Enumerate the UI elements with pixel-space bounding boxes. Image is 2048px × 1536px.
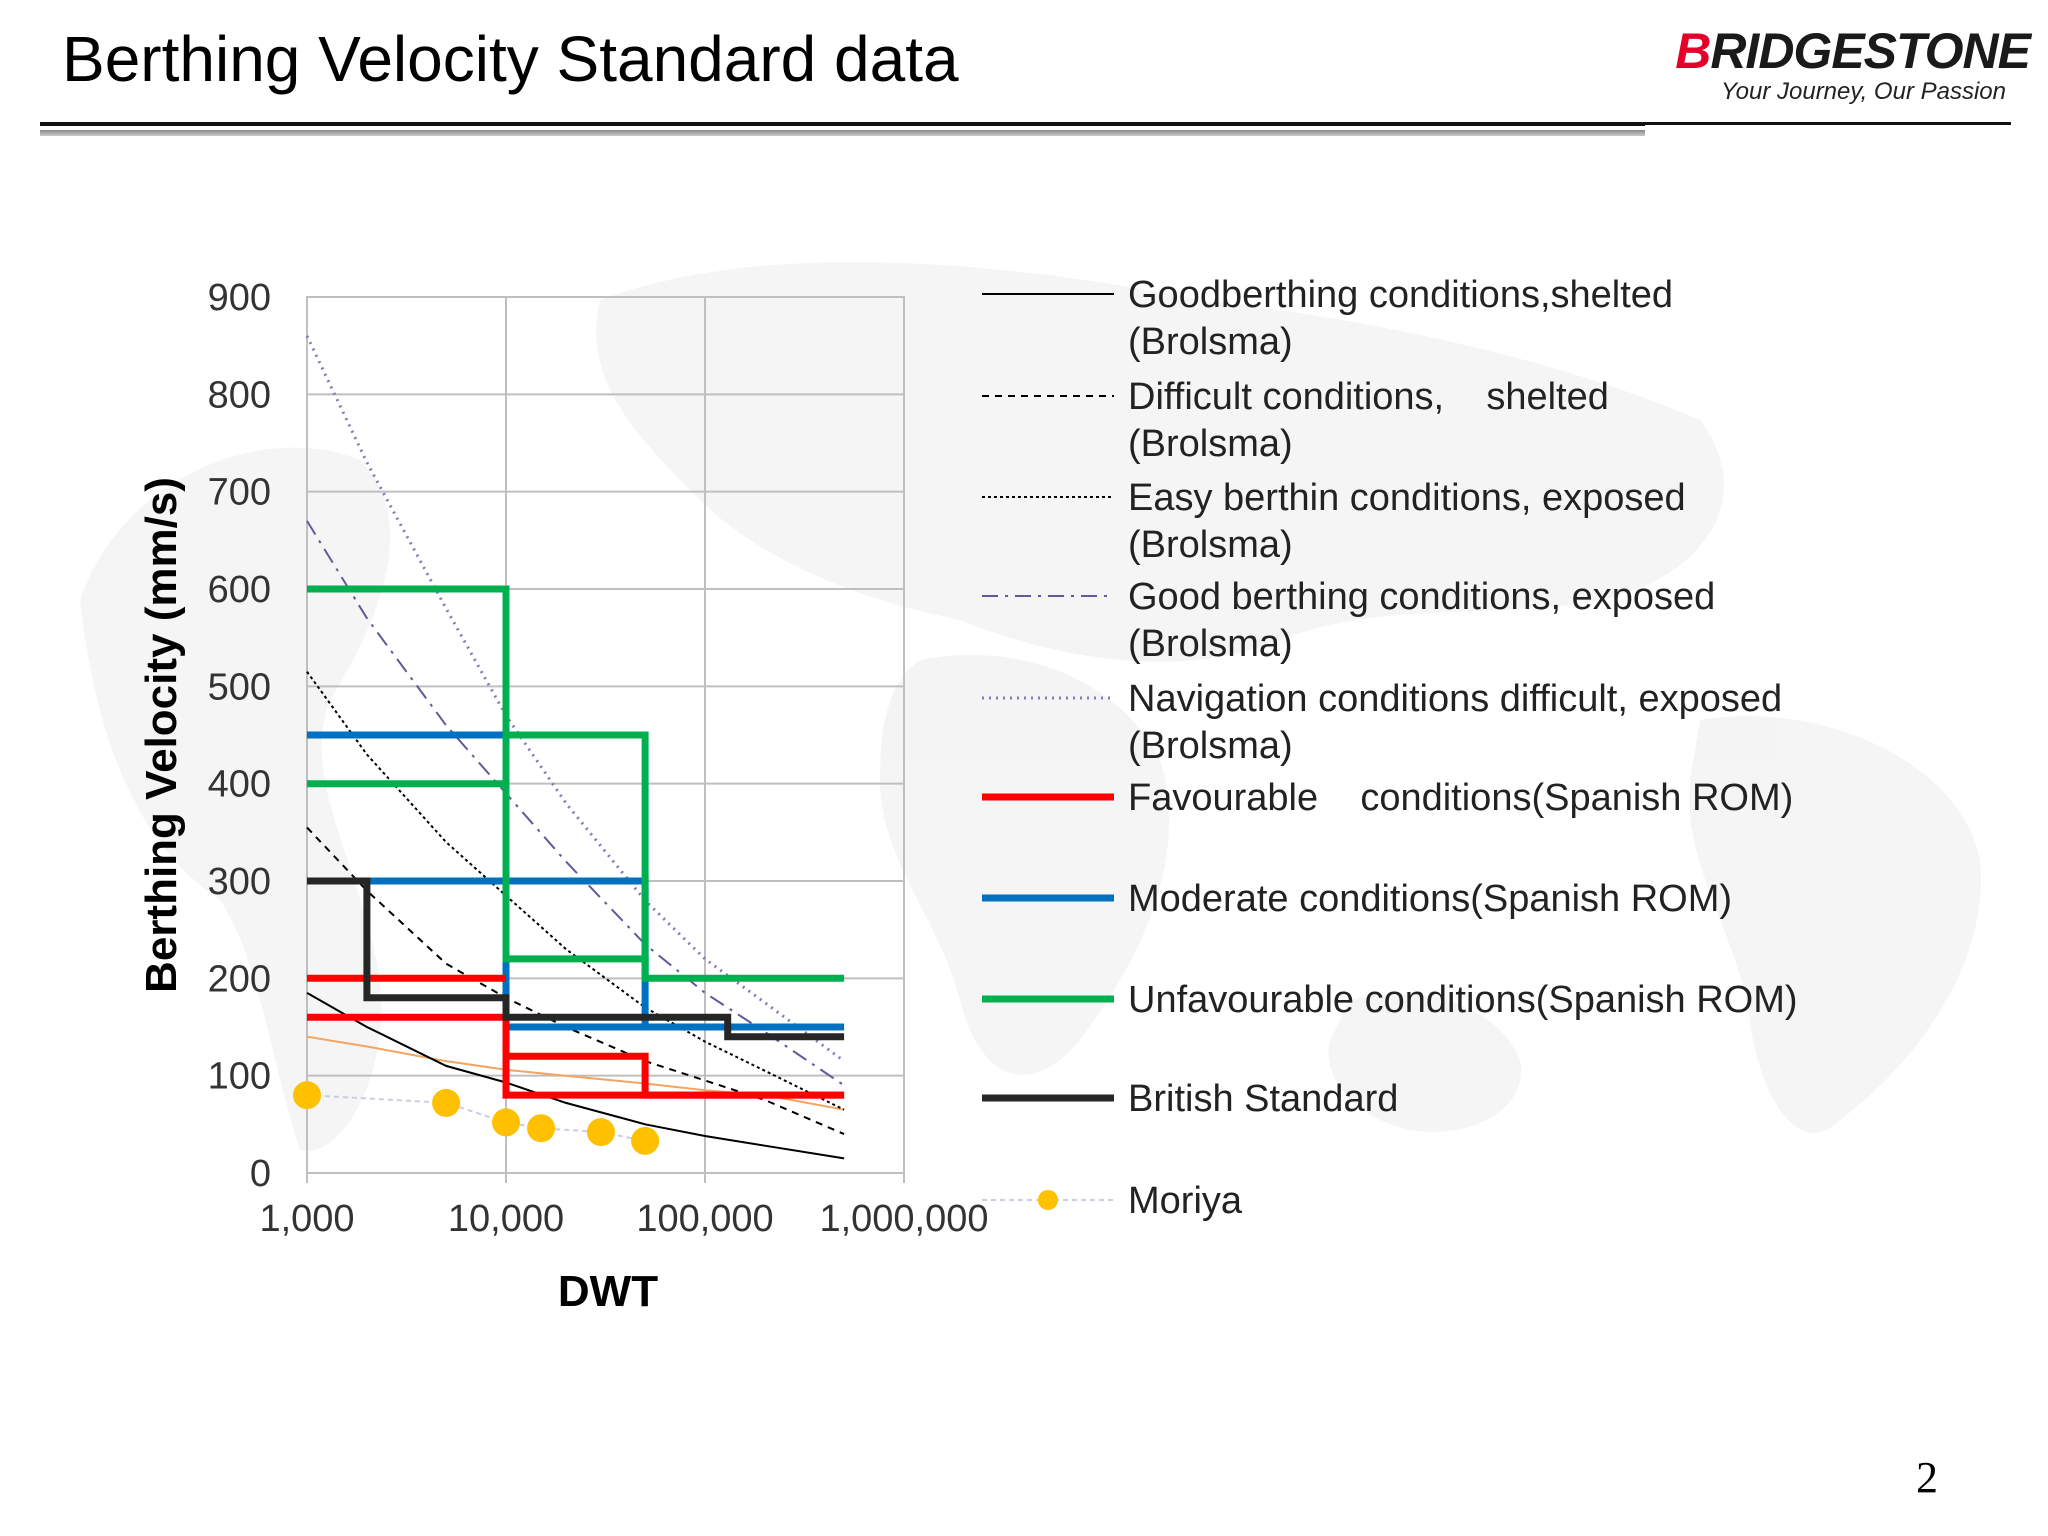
reference-line-0 <box>306 1035 845 1111</box>
logo-divider <box>1645 122 2011 125</box>
y-tick-label: 700 <box>208 472 271 514</box>
logo-tagline: Your Journey, Our Passion <box>1720 78 2006 105</box>
map-africa <box>880 654 1169 1075</box>
series-layer <box>293 335 845 1160</box>
y-tick-label: 200 <box>208 958 271 1000</box>
bridgestone-logo: BRIDGESTONE Your Journey, Our Passion <box>1660 22 2031 112</box>
series-0-line <box>306 992 845 1160</box>
series-7-segment-0 <box>307 585 845 982</box>
series-9-point <box>432 1088 461 1117</box>
series-7-segment-2 <box>506 731 649 979</box>
legend-label-9: Moriya <box>1128 1180 1243 1222</box>
y-tick-label: 100 <box>208 1056 271 1098</box>
y-tick-label: 400 <box>208 764 271 806</box>
series-5-segment-2 <box>502 1017 845 1099</box>
world-map-background <box>80 262 1981 1151</box>
logo-wordmark-rest: RIDGESTONE <box>1710 23 2031 79</box>
legend-label-6: Moderate conditions(Spanish ROM) <box>1128 878 1732 920</box>
series-9-point <box>492 1108 520 1137</box>
x-tick-label: 1,000,000 <box>819 1198 988 1240</box>
series-9-point <box>586 1118 615 1147</box>
y-tick-label: 800 <box>208 374 271 416</box>
y-tick-labels: 0 100 200 300 400 500 600 700 800 900 <box>208 277 271 1195</box>
legend-label-2: Easy berthin conditions, exposed (Brolsma… <box>1128 477 1686 566</box>
logo-b-letter: B <box>1675 23 1711 79</box>
y-tick-label: 600 <box>208 569 271 611</box>
y-axis-label: Berthing Velocity (mm/s) <box>137 477 186 993</box>
series-3-line <box>306 520 845 1087</box>
legend-label-0: Goodberthing conditions,shelted (Brolsma) <box>1128 274 1673 363</box>
map-south-america <box>1688 716 1981 1133</box>
legend-label-7: Unfavourable conditions(Spanish ROM) <box>1128 979 1798 1021</box>
map-oceania <box>1328 993 1522 1132</box>
chart-legend: Goodberthing conditions,shelted (Brolsma)… <box>982 274 1798 1222</box>
y-tick-label: 500 <box>208 666 271 708</box>
y-tick-label: 300 <box>208 861 271 903</box>
series-2-line <box>306 671 845 1111</box>
legend-label-1: Difficult conditions, shelted (Brolsma) <box>1128 376 1619 465</box>
x-tick-labels: 1,000 10,000 100,000 1,000,000 <box>259 1198 988 1240</box>
title-divider-shadow <box>40 130 1645 136</box>
legend-label-5: Favourable conditions(Spanish ROM) <box>1128 777 1793 819</box>
legend-label-4: Navigation conditions difficult, exposed… <box>1128 678 1782 767</box>
logo-wordmark: BRIDGESTONE <box>1675 22 2031 80</box>
series-9-point <box>527 1114 556 1143</box>
legend-label-3: Good berthing conditions, exposed (Brolsm… <box>1128 576 1715 665</box>
series-9-line <box>306 1094 646 1142</box>
title-divider <box>40 122 1645 126</box>
slide-title: Berthing Velocity Standard data <box>62 23 959 95</box>
legend-label-8: British Standard <box>1128 1078 1398 1120</box>
series-8-segment-0 <box>307 877 845 1041</box>
plot-area: 0 100 200 300 400 500 600 700 800 900 1,000 10,000… <box>137 277 989 1316</box>
y-tick-label: 900 <box>208 277 271 319</box>
series-9-point <box>293 1081 321 1110</box>
legend-marker-9 <box>1038 1190 1058 1210</box>
series-9-point <box>631 1126 660 1155</box>
x-tick-label: 100,000 <box>636 1198 773 1240</box>
y-tick-label: 0 <box>250 1153 271 1195</box>
page-number: 2 <box>1916 1453 1938 1502</box>
x-axis-label: DWT <box>558 1267 658 1316</box>
map-eurasia <box>596 262 1724 662</box>
x-tick-label: 1,000 <box>259 1198 354 1240</box>
x-tick-label: 10,000 <box>448 1198 564 1240</box>
